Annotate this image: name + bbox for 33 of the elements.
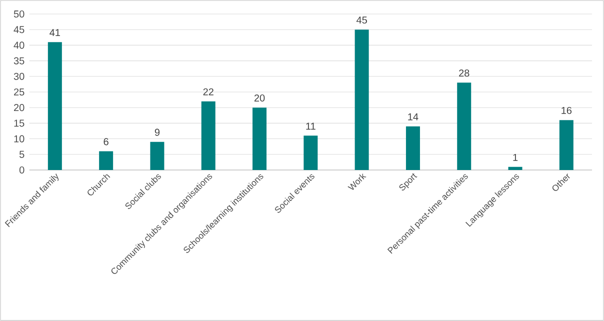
data-label: 14 <box>408 113 418 120</box>
bar <box>252 108 267 170</box>
y-tick-label: 0 <box>19 166 24 174</box>
data-label: 11 <box>306 122 316 130</box>
bar <box>559 120 574 170</box>
y-tick-label: 25 <box>14 88 24 96</box>
bar <box>304 136 318 170</box>
y-tick-label: 30 <box>14 72 24 80</box>
data-label: 1 <box>513 154 518 161</box>
data-label: 28 <box>459 70 470 77</box>
y-tick-label: 20 <box>14 104 24 112</box>
bar <box>354 30 369 170</box>
y-tick-label: 50 <box>14 10 24 18</box>
data-label: 20 <box>254 94 265 102</box>
data-label: 22 <box>203 88 214 96</box>
bar <box>99 151 114 170</box>
bar <box>150 142 164 170</box>
bar <box>457 82 472 170</box>
y-tick-label: 15 <box>14 120 24 127</box>
data-label: 16 <box>562 106 572 114</box>
bar <box>48 42 62 170</box>
bar <box>201 101 216 170</box>
y-tick-label: 10 <box>14 135 24 142</box>
bar <box>508 166 522 170</box>
data-label: 41 <box>50 29 60 36</box>
y-tick-label: 5 <box>19 150 24 158</box>
data-label: 45 <box>356 16 367 24</box>
y-tick-label: 35 <box>14 57 24 64</box>
bar <box>406 126 420 170</box>
data-label: 6 <box>104 138 108 146</box>
y-tick-label: 40 <box>14 42 24 49</box>
data-label: 9 <box>154 128 160 136</box>
y-tick-label: 45 <box>14 26 24 34</box>
